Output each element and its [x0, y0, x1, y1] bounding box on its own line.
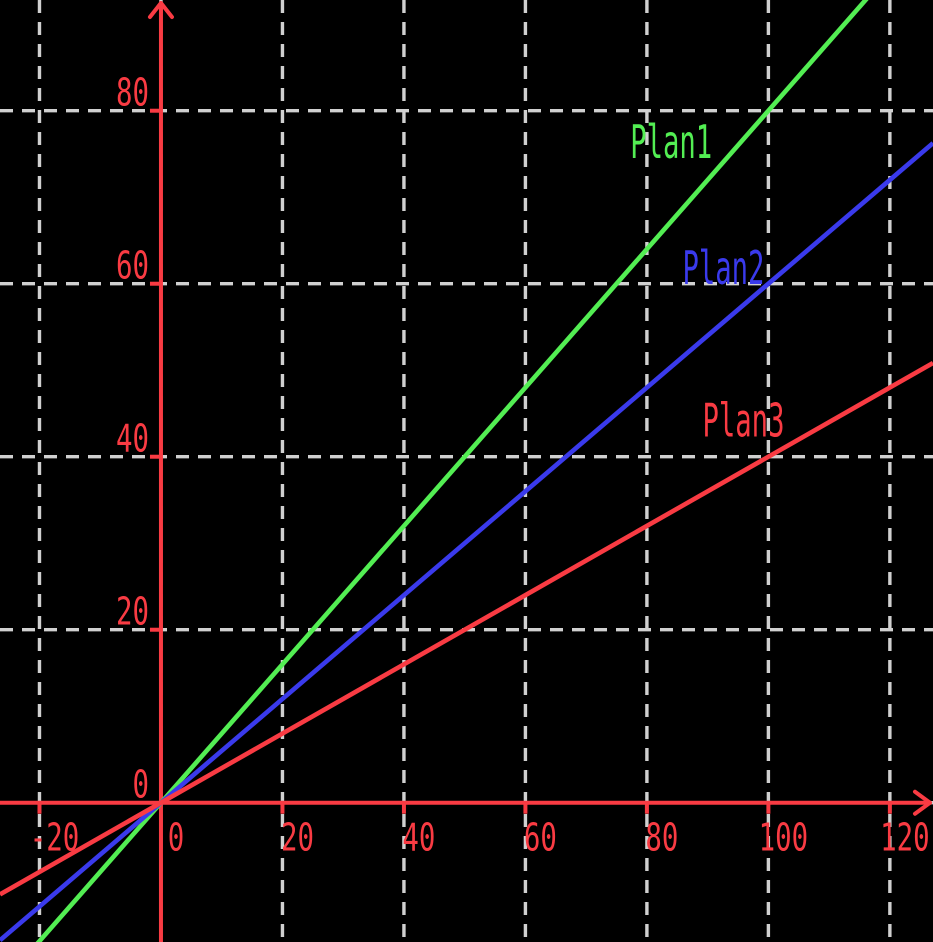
y-axis-arrow-icon — [147, 1, 163, 19]
y-tick-label-40: 40 — [116, 417, 149, 461]
x-axis-arrow-icon — [913, 789, 932, 805]
y-axis-arrow-icon — [158, 1, 174, 19]
x-axis-arrow-icon — [913, 800, 932, 816]
x-tick-label-20: 20 — [281, 816, 314, 860]
x-tick-label-120: 120 — [880, 816, 930, 860]
x-tick-label-0: 0 — [168, 816, 185, 860]
y-tick-label-20: 20 — [116, 590, 149, 634]
x-tick-label-40: 40 — [402, 816, 435, 860]
x-tick-label-80: 80 — [645, 816, 678, 860]
series-label-plan2: Plan2 — [682, 241, 764, 295]
x-tick-label-100: 100 — [759, 816, 809, 860]
y-tick-label-0: 0 — [132, 763, 149, 807]
series-line-plan3 — [0, 360, 933, 897]
series-label-plan1: Plan1 — [630, 115, 712, 169]
x-tick-label-60: 60 — [524, 816, 557, 860]
y-tick-label-60: 60 — [116, 244, 149, 288]
y-tick-label-80: 80 — [116, 71, 149, 115]
series-label-plan3: Plan3 — [702, 393, 784, 447]
